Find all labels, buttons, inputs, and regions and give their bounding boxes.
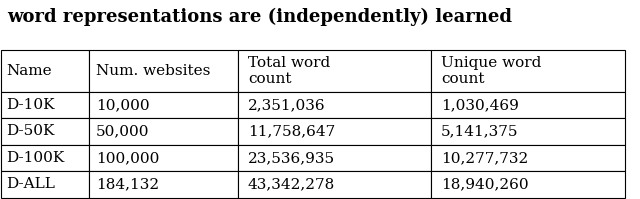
Text: word representations are (independently) learned: word representations are (independently)… [8,7,513,25]
